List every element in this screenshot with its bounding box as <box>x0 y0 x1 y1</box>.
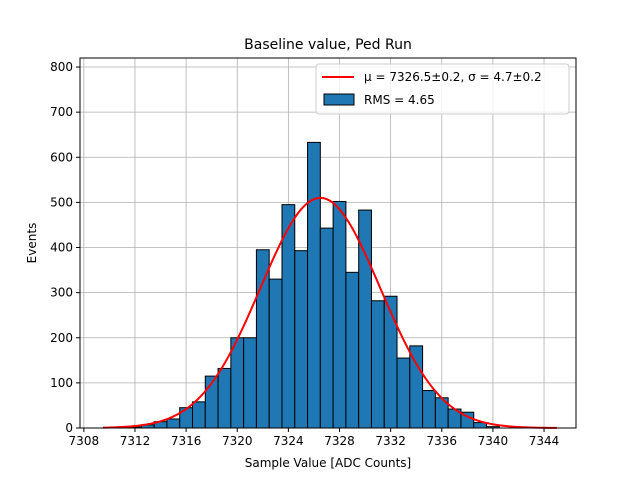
x-tick-label: 7320 <box>222 434 253 448</box>
legend-box <box>315 63 570 115</box>
x-tick-label: 7324 <box>273 434 304 448</box>
histogram-bar <box>294 250 309 429</box>
plot-frame <box>79 57 577 429</box>
histogram-bar <box>370 300 385 429</box>
histogram-bar <box>191 401 206 429</box>
legend-fit-label: μ = 7326.5±0.2, σ = 4.7±0.2 <box>364 70 542 84</box>
x-tick-label: 7332 <box>375 434 406 448</box>
y-tick-label: 600 <box>50 150 73 164</box>
histogram-bar <box>383 295 398 429</box>
histogram-bar <box>409 345 424 429</box>
x-tick-label: 7344 <box>529 434 560 448</box>
histogram-bar <box>243 337 257 429</box>
gaussian-fit-line <box>102 196 557 429</box>
x-tick-label: 7316 <box>171 434 202 448</box>
histogram-bar <box>307 141 321 429</box>
legend-hist-swatch <box>323 93 355 106</box>
histogram-bar <box>319 227 334 429</box>
x-tick-label: 7308 <box>69 434 100 448</box>
y-tick-label: 200 <box>50 331 73 345</box>
legend: μ = 7326.5±0.2, σ = 4.7±0.2 RMS = 4.65 <box>315 63 570 115</box>
histogram-bar <box>396 357 411 429</box>
chart-title: Baseline value, Ped Run <box>244 37 412 53</box>
y-axis-ticks: 0 100 200 300 400 500 600 700 800 <box>50 60 80 435</box>
histogram-bar <box>345 271 360 429</box>
y-tick-label: 500 <box>50 195 73 209</box>
y-tick-label: 400 <box>50 241 73 255</box>
x-tick-label: 7336 <box>426 434 457 448</box>
histogram-bars <box>128 141 500 429</box>
histogram-bar <box>332 200 347 429</box>
histogram-bar <box>217 367 232 429</box>
x-axis-ticks: 7308 7312 7316 7320 7324 7328 7332 7336 7340 7344 <box>69 428 560 448</box>
x-axis-label: Sample Value [ADC Counts] <box>245 456 411 470</box>
y-tick-label: 800 <box>50 60 73 74</box>
x-tick-label: 7340 <box>478 434 509 448</box>
legend-hist-label: RMS = 4.65 <box>364 93 435 107</box>
y-tick-label: 100 <box>50 376 73 390</box>
histogram-bar <box>230 337 245 429</box>
histogram-bar <box>255 249 270 429</box>
histogram-bar <box>179 407 193 429</box>
x-tick-label: 7328 <box>324 434 355 448</box>
histogram-bar <box>268 278 283 429</box>
y-tick-label: 300 <box>50 286 73 300</box>
x-tick-label: 7312 <box>120 434 151 448</box>
y-axis-label: Events <box>25 223 39 264</box>
histogram-bar <box>422 390 436 429</box>
y-tick-label: 700 <box>50 105 73 119</box>
histogram-bar <box>166 418 181 429</box>
y-tick-label: 0 <box>65 421 73 435</box>
